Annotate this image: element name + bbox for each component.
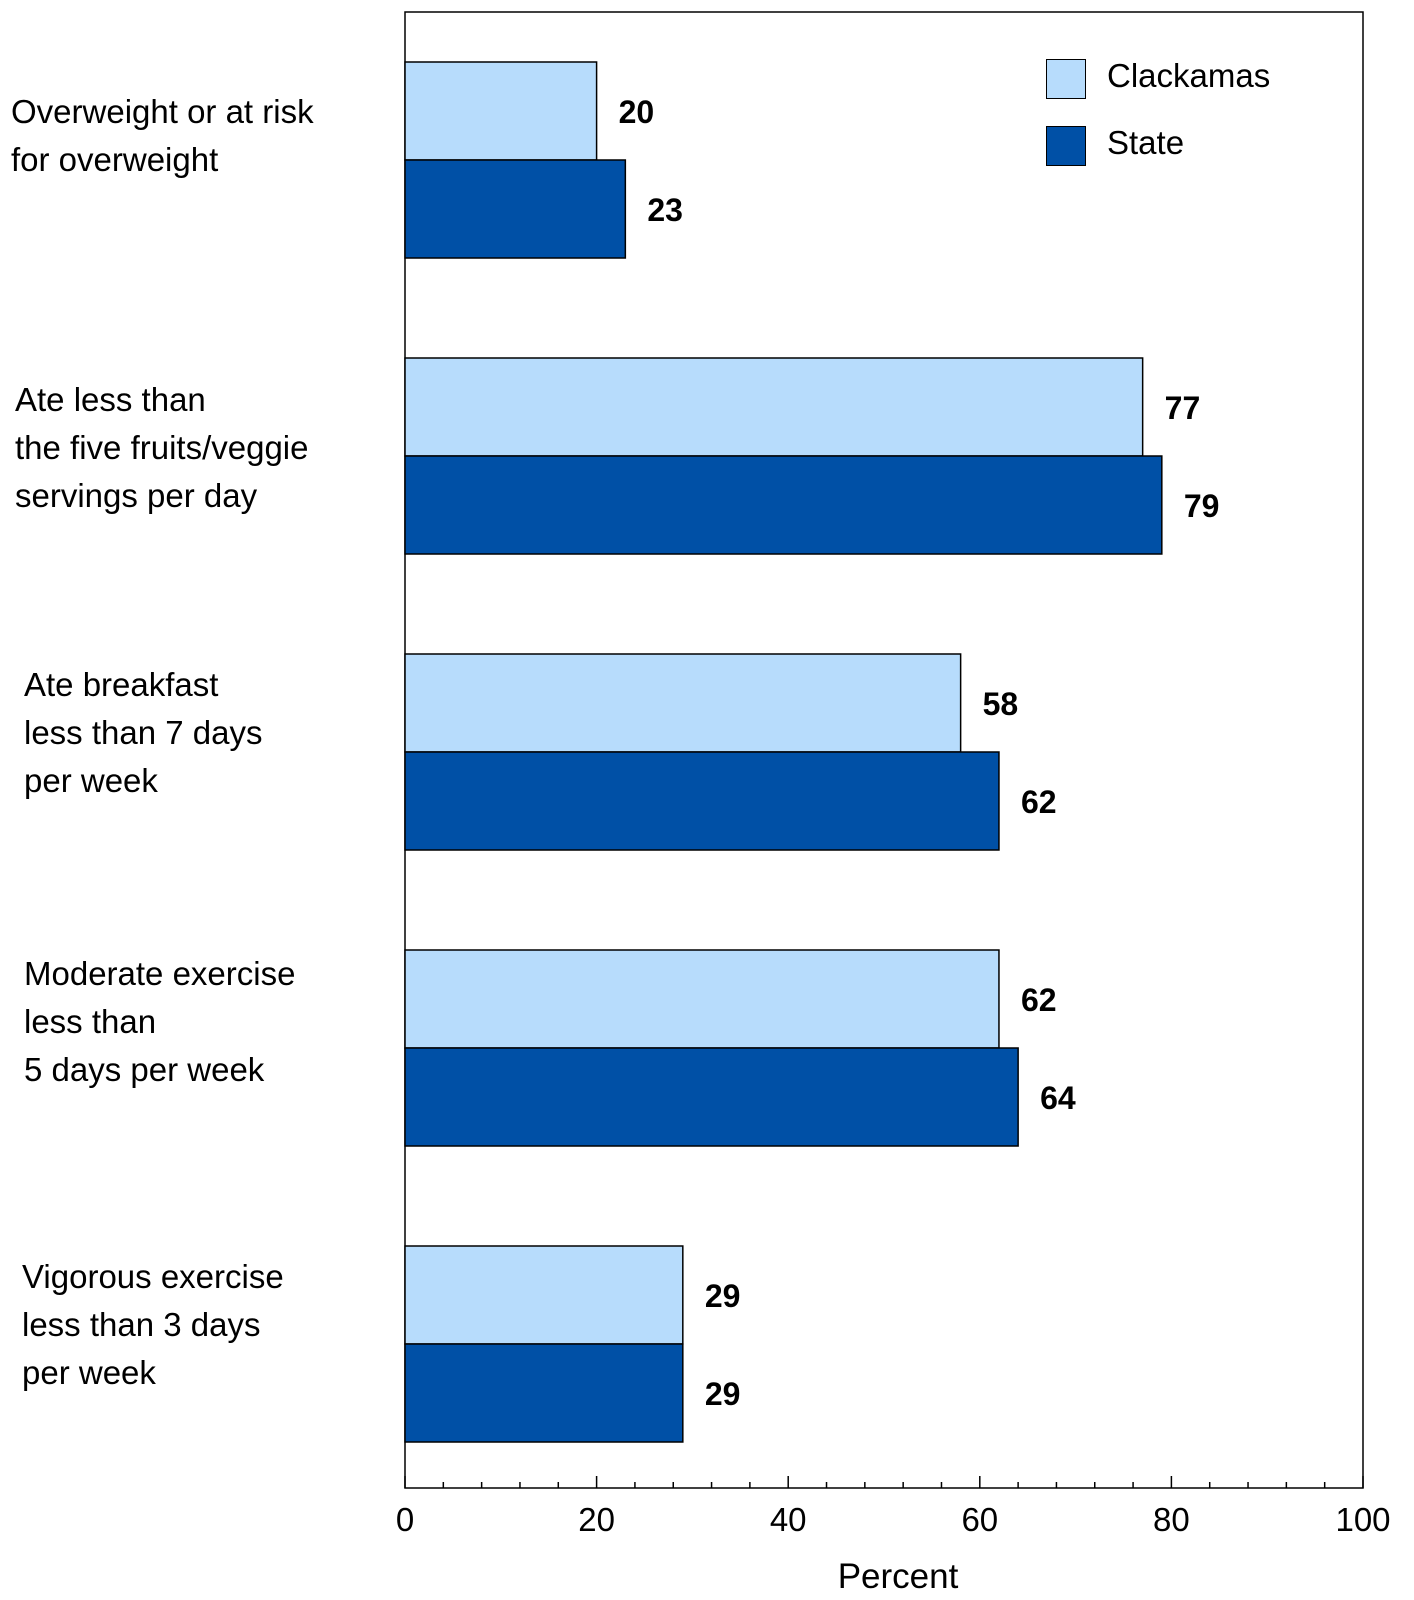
bar-clackamas-3 — [404, 949, 1000, 1049]
legend-swatch-state — [1046, 126, 1086, 166]
data-label-clackamas-1: 77 — [1165, 390, 1201, 426]
data-label-clackamas-0: 20 — [619, 94, 655, 130]
bar-state-4 — [404, 1343, 684, 1443]
category-label: Ate less than the five fruits/veggie ser… — [15, 381, 309, 514]
legend-label-clackamas: Clackamas — [1107, 57, 1271, 94]
x-tick-label: 60 — [961, 1501, 998, 1538]
data-label-state-0: 23 — [647, 192, 683, 228]
bar-state-0 — [404, 159, 627, 259]
x-tick-label: 0 — [396, 1501, 414, 1538]
bar-state-2 — [404, 751, 1000, 851]
category-label: Overweight or at risk for overweight — [11, 93, 314, 178]
data-label-state-4: 29 — [705, 1376, 741, 1412]
x-tick-label: 20 — [578, 1501, 615, 1538]
bar-clackamas-4 — [404, 1245, 684, 1345]
legend-label-state: State — [1107, 124, 1185, 161]
x-tick-label: 100 — [1335, 1501, 1390, 1538]
bar-clackamas-1 — [404, 357, 1144, 457]
category-label: Vigorous exercise less than 3 days per w… — [22, 1258, 284, 1391]
legend-swatch-clackamas — [1046, 59, 1086, 99]
bar-clackamas-2 — [404, 653, 962, 753]
category-label: Moderate exercise less than 5 days per w… — [24, 955, 296, 1088]
data-label-state-1: 79 — [1184, 488, 1220, 524]
bar-clackamas-0 — [404, 61, 598, 161]
x-tick-label: 40 — [770, 1501, 807, 1538]
data-label-clackamas-4: 29 — [705, 1278, 741, 1314]
data-label-state-3: 64 — [1040, 1080, 1076, 1116]
bar-state-3 — [404, 1047, 1019, 1147]
category-label: Ate breakfast less than 7 days per week — [24, 666, 263, 799]
data-label-clackamas-3: 62 — [1021, 982, 1057, 1018]
data-label-state-2: 62 — [1021, 784, 1057, 820]
data-label-clackamas-2: 58 — [983, 686, 1019, 722]
x-axis-title: Percent — [837, 1557, 959, 1596]
bar-state-1 — [404, 455, 1163, 555]
x-tick-label: 80 — [1153, 1501, 1190, 1538]
